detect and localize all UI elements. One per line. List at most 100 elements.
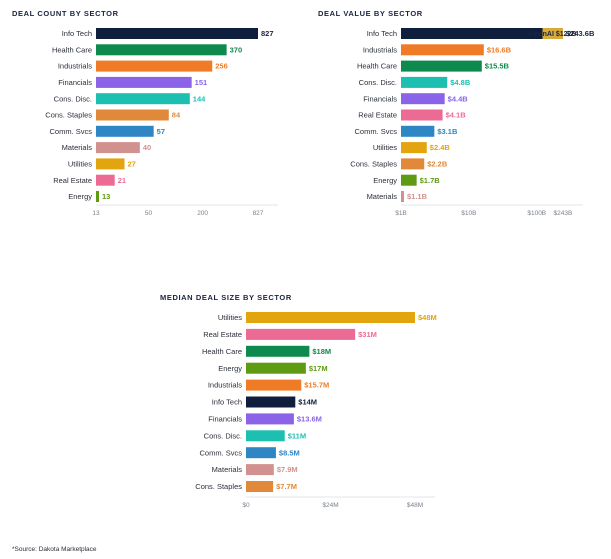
count-materials-value: 40 — [143, 143, 151, 152]
median-health-care-label: Health Care — [202, 347, 242, 356]
median-cons-disc-label: Cons. Disc. — [204, 431, 242, 440]
count-energy-bar — [96, 191, 99, 202]
median-industrials-label: Industrials — [208, 381, 242, 390]
value-real-estate-value: $4.1B — [446, 111, 467, 120]
median-health-care-bar — [246, 345, 310, 357]
median-comm-svcs-value: $8.5M — [279, 448, 300, 457]
value-cons-disc-bar — [401, 76, 448, 88]
count-utilities-bar — [96, 158, 125, 170]
median-cons-disc-value: $11M — [288, 431, 306, 440]
median-financials-bar — [246, 413, 294, 425]
count-health-care-label: Health Care — [52, 45, 92, 54]
value-cons-disc-label: Cons. Disc. — [359, 78, 397, 87]
count-tick-label: 13 — [92, 210, 100, 217]
count-info-tech-label: Info Tech — [62, 29, 92, 38]
median-cons-staples-label: Cons. Staples — [195, 482, 242, 491]
value-comm-svcs-label: Comm. Svcs — [354, 127, 397, 136]
deal-value-chart: Info Tech OpenAI $122B$243.6B Industrials $… — [350, 28, 595, 217]
value-health-care-label: Health Care — [357, 62, 397, 71]
count-energy-label: Energy — [68, 192, 92, 201]
count-info-tech-value: 827 — [261, 29, 274, 38]
deal-value-title: DEAL VALUE BY SECTOR — [318, 9, 423, 18]
count-info-tech-bar — [96, 28, 258, 39]
value-financials-label: Financials — [363, 94, 397, 103]
value-info-tech-bar — [401, 28, 563, 39]
value-utilities-bar — [401, 142, 427, 154]
median-utilities-value: $48M — [418, 313, 437, 322]
median-real-estate-value: $31M — [358, 330, 377, 339]
median-deal-size-title: MEDIAN DEAL SIZE BY SECTOR — [160, 293, 292, 302]
value-comm-svcs-bar — [401, 125, 435, 137]
count-industrials-value: 256 — [215, 62, 228, 71]
value-materials-value: $1.1B — [407, 192, 428, 201]
count-health-care-value: 370 — [230, 45, 243, 54]
value-real-estate-bar — [401, 109, 443, 121]
median-materials-label: Materials — [212, 465, 243, 474]
value-energy-label: Energy — [373, 176, 397, 185]
value-tick-label: $10B — [461, 210, 476, 217]
value-health-care-value: $15.5B — [485, 62, 510, 71]
value-cons-staples-value: $2.2B — [427, 160, 448, 169]
count-tick-label: 50 — [145, 210, 153, 217]
count-industrials-bar — [96, 60, 213, 72]
value-info-tech-label: Info Tech — [367, 29, 397, 38]
median-cons-staples-bar — [246, 481, 274, 492]
source-note: *Source: Dakota Marketplace — [12, 546, 97, 553]
median-deal-size-chart: Utilities $48M Real Estate $31M Health Care $… — [195, 312, 437, 509]
value-utilities-label: Utilities — [373, 143, 397, 152]
value-financials-bar — [401, 93, 445, 105]
median-info-tech-value: $14M — [298, 398, 317, 407]
count-cons-staples-value: 84 — [172, 111, 181, 120]
value-tick-label: $1B — [395, 210, 407, 217]
value-industrials-bar — [401, 44, 484, 56]
count-cons-disc-label: Cons. Disc. — [54, 94, 92, 103]
count-health-care-bar — [96, 44, 227, 56]
value-tick-label: $100B — [527, 210, 546, 217]
median-health-care-value: $18M — [312, 347, 331, 356]
count-industrials-label: Industrials — [58, 62, 92, 71]
count-cons-staples-bar — [96, 109, 169, 121]
count-utilities-value: 27 — [128, 160, 136, 169]
median-tick-label: $48M — [407, 502, 423, 509]
deal-count-chart: Info Tech 827 Health Care 370 Industrials 256… — [45, 28, 278, 217]
value-health-care-bar — [401, 60, 482, 72]
value-real-estate-label: Real Estate — [358, 111, 397, 120]
count-real-estate-value: 21 — [118, 176, 126, 185]
median-industrials-bar — [246, 379, 302, 391]
count-cons-disc-value: 144 — [193, 94, 206, 103]
median-energy-value: $17M — [309, 364, 328, 373]
count-cons-disc-bar — [96, 93, 190, 105]
median-comm-svcs-bar — [246, 447, 276, 459]
value-materials-bar — [401, 191, 404, 202]
count-cons-staples-label: Cons. Staples — [45, 111, 92, 120]
value-tick-label: $243B — [554, 210, 573, 217]
count-real-estate-label: Real Estate — [53, 176, 92, 185]
median-real-estate-bar — [246, 328, 356, 340]
count-tick-label: 827 — [253, 210, 264, 217]
value-energy-value: $1.7B — [420, 176, 441, 185]
median-materials-value: $7.9M — [277, 465, 298, 474]
openai-segment-bar — [542, 28, 563, 39]
value-materials-label: Materials — [367, 192, 398, 201]
median-info-tech-label: Info Tech — [212, 398, 242, 407]
median-comm-svcs-label: Comm. Svcs — [199, 448, 242, 457]
deal-count-title: DEAL COUNT BY SECTOR — [12, 9, 119, 18]
median-financials-label: Financials — [208, 415, 242, 424]
value-cons-disc-value: $4.8B — [450, 78, 471, 87]
value-comm-svcs-value: $3.1B — [437, 127, 458, 136]
count-comm-svcs-bar — [96, 125, 154, 137]
count-utilities-label: Utilities — [68, 160, 92, 169]
value-utilities-value: $2.4B — [430, 143, 451, 152]
value-energy-bar — [401, 174, 417, 186]
count-energy-value: 13 — [102, 192, 110, 201]
count-real-estate-bar — [96, 174, 115, 186]
count-materials-bar — [96, 142, 140, 154]
count-comm-svcs-value: 57 — [157, 127, 165, 136]
count-financials-bar — [96, 76, 192, 88]
median-utilities-bar — [246, 312, 415, 323]
median-industrials-value: $15.7M — [304, 381, 329, 390]
median-energy-bar — [246, 362, 306, 374]
value-financials-value: $4.4B — [448, 94, 469, 103]
count-comm-svcs-label: Comm. Svcs — [49, 127, 92, 136]
count-financials-label: Financials — [58, 78, 92, 87]
